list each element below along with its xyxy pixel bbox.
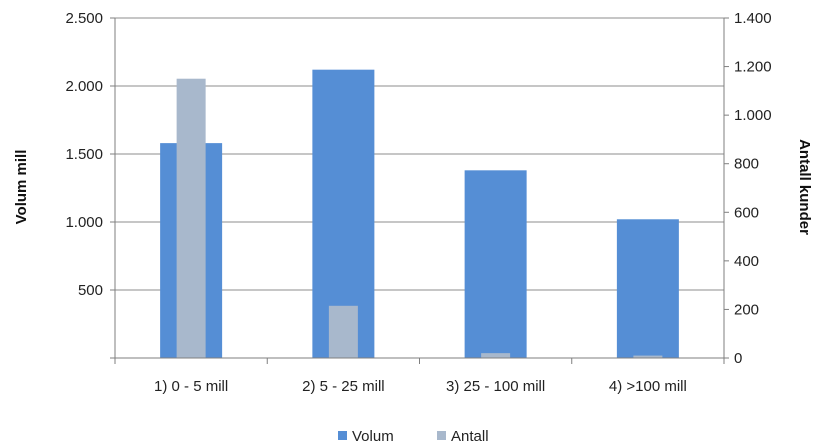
y-tick-label: 2.000 <box>65 78 103 95</box>
legend-swatch-volum <box>338 431 347 440</box>
bar-antall <box>481 353 511 358</box>
legend-label-volum: Volum <box>352 428 394 445</box>
x-tick-label: 4) >100 mill <box>609 378 687 395</box>
y2-tick-label: 800 <box>734 156 759 173</box>
y-tick-label: 1.000 <box>65 214 103 231</box>
y2-axis-title: Antall kunder <box>796 139 813 235</box>
legend: Volum Antall <box>338 428 489 445</box>
y-axis-title: Volum mill <box>13 150 30 225</box>
y2-tick-label: 200 <box>734 301 759 318</box>
left-axis-ticks: 500 1.000 1.500 2.000 2.500 <box>65 10 115 359</box>
x-tick-label: 1) 0 - 5 mill <box>154 378 228 395</box>
legend-swatch-antall <box>437 431 446 440</box>
y2-tick-label: 1.400 <box>734 10 772 27</box>
y2-tick-label: 1.000 <box>734 107 772 124</box>
y-tick-label: 2.500 <box>65 10 103 27</box>
legend-label-antall: Antall <box>451 428 489 445</box>
bars <box>160 69 679 359</box>
bar-volum <box>616 219 679 358</box>
axes <box>114 18 725 364</box>
y2-tick-label: 0 <box>734 350 742 367</box>
x-tick-label: 2) 5 - 25 mill <box>302 378 385 395</box>
bar-antall <box>633 355 663 358</box>
bar-volum <box>464 170 527 358</box>
y2-tick-label: 600 <box>734 204 759 221</box>
right-axis-ticks: 0 200 400 600 800 1.000 1.200 1.400 <box>724 10 772 367</box>
y-tick-label: 1.500 <box>65 146 103 163</box>
y2-tick-label: 1.200 <box>734 59 772 76</box>
bar-antall <box>328 305 358 358</box>
y2-tick-label: 400 <box>734 253 759 270</box>
x-axis-ticks: 1) 0 - 5 mill 2) 5 - 25 mill 3) 25 - 100 m… <box>154 378 687 395</box>
x-tick-label: 3) 25 - 100 mill <box>446 378 545 395</box>
bar-antall <box>176 78 206 358</box>
y-tick-label: 500 <box>78 282 103 299</box>
